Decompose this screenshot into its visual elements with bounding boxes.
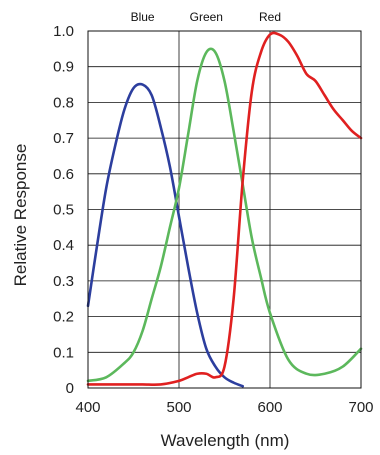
y-tick-label: 0.6	[53, 166, 74, 183]
series-label-green: Green	[190, 10, 223, 24]
x-axis-label: Wavelength (nm)	[161, 431, 290, 450]
series-lines	[86, 31, 363, 388]
x-tick-label: 600	[257, 399, 282, 416]
x-tick-labels: 400 500 600 700	[75, 399, 373, 416]
series-label-blue: Blue	[131, 10, 155, 24]
series-labels: Blue Green Red	[131, 10, 281, 24]
y-axis-label: Relative Response	[11, 144, 30, 287]
y-tick-label: 1.0	[53, 23, 74, 40]
y-tick-label: 0.5	[53, 202, 74, 219]
series-line-red	[86, 31, 363, 386]
series-line-green	[86, 47, 363, 383]
y-tick-label: 0.3	[53, 273, 74, 290]
y-tick-label: 0.1	[53, 344, 74, 361]
x-tick-label: 700	[348, 399, 373, 416]
y-tick-label: 0.9	[53, 59, 74, 76]
y-tick-label: 0.7	[53, 130, 74, 147]
y-tick-label: 0.4	[53, 237, 74, 254]
y-tick-label: 0	[66, 380, 74, 397]
y-tick-label: 0.2	[53, 309, 74, 326]
series-line-blue	[86, 82, 244, 388]
y-tick-labels: 0 0.1 0.2 0.3 0.4 0.5 0.6 0.7 0.8 0.9 1.0	[53, 23, 74, 397]
y-tick-label: 0.8	[53, 94, 74, 111]
plot-frame	[87, 30, 362, 389]
x-tick-label: 500	[166, 399, 191, 416]
x-tick-label: 400	[75, 399, 100, 416]
series-label-red: Red	[259, 10, 281, 24]
